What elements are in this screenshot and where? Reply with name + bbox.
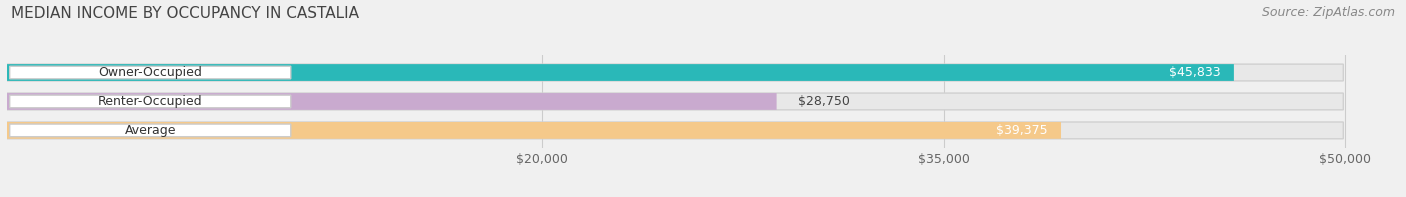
Text: MEDIAN INCOME BY OCCUPANCY IN CASTALIA: MEDIAN INCOME BY OCCUPANCY IN CASTALIA <box>11 6 360 21</box>
FancyBboxPatch shape <box>7 64 1234 81</box>
FancyBboxPatch shape <box>7 93 1343 110</box>
FancyBboxPatch shape <box>7 122 1062 139</box>
Text: Renter-Occupied: Renter-Occupied <box>98 95 202 108</box>
Text: Average: Average <box>125 124 176 137</box>
Text: $39,375: $39,375 <box>995 124 1047 137</box>
FancyBboxPatch shape <box>7 64 1343 81</box>
Text: $45,833: $45,833 <box>1168 66 1220 79</box>
FancyBboxPatch shape <box>7 122 1343 139</box>
FancyBboxPatch shape <box>10 95 291 108</box>
FancyBboxPatch shape <box>10 124 291 137</box>
FancyBboxPatch shape <box>10 66 291 79</box>
Text: Source: ZipAtlas.com: Source: ZipAtlas.com <box>1261 6 1395 19</box>
Text: Owner-Occupied: Owner-Occupied <box>98 66 202 79</box>
FancyBboxPatch shape <box>7 93 776 110</box>
Text: $28,750: $28,750 <box>799 95 849 108</box>
